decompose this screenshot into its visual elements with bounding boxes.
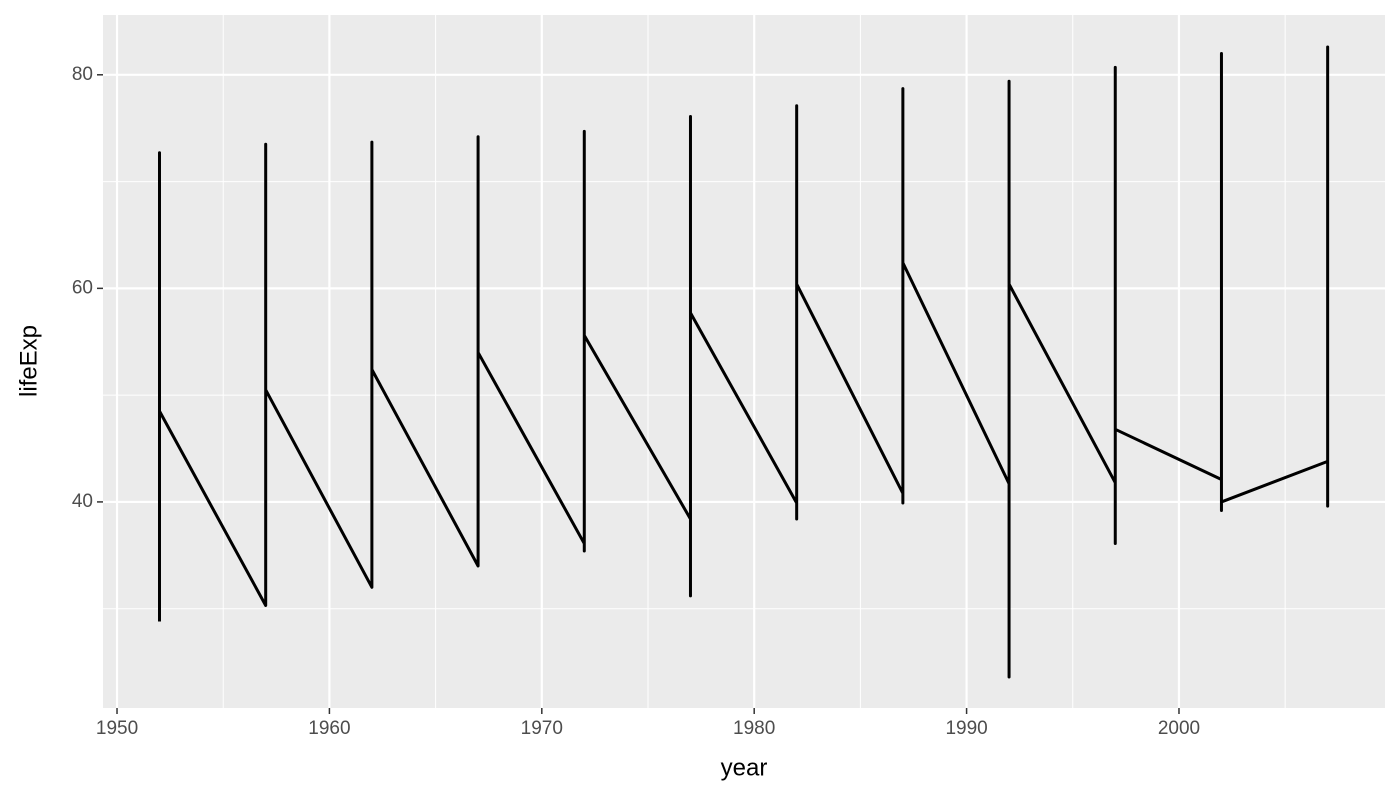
y-tick-label: 60 (72, 277, 93, 298)
y-tick-label: 80 (72, 64, 93, 85)
x-tick-label: 1970 (521, 718, 563, 739)
y-axis-title: lifeExp (15, 325, 42, 397)
x-tick-label: 1960 (308, 718, 350, 739)
x-tick-label: 1980 (733, 718, 775, 739)
axes: 1950 1960 1970 1980 1990 2000 40 60 80 (72, 64, 1200, 739)
y-tick-label: 40 (72, 491, 93, 512)
marks (157, 45, 1330, 679)
x-tick-label: 1990 (945, 718, 987, 739)
panel-background (103, 15, 1385, 708)
x-tick-label: 2000 (1158, 718, 1200, 739)
x-tick-label: 1950 (96, 718, 138, 739)
x-axis-title: year (721, 754, 768, 781)
grid (103, 15, 1385, 708)
line (157, 45, 1330, 679)
